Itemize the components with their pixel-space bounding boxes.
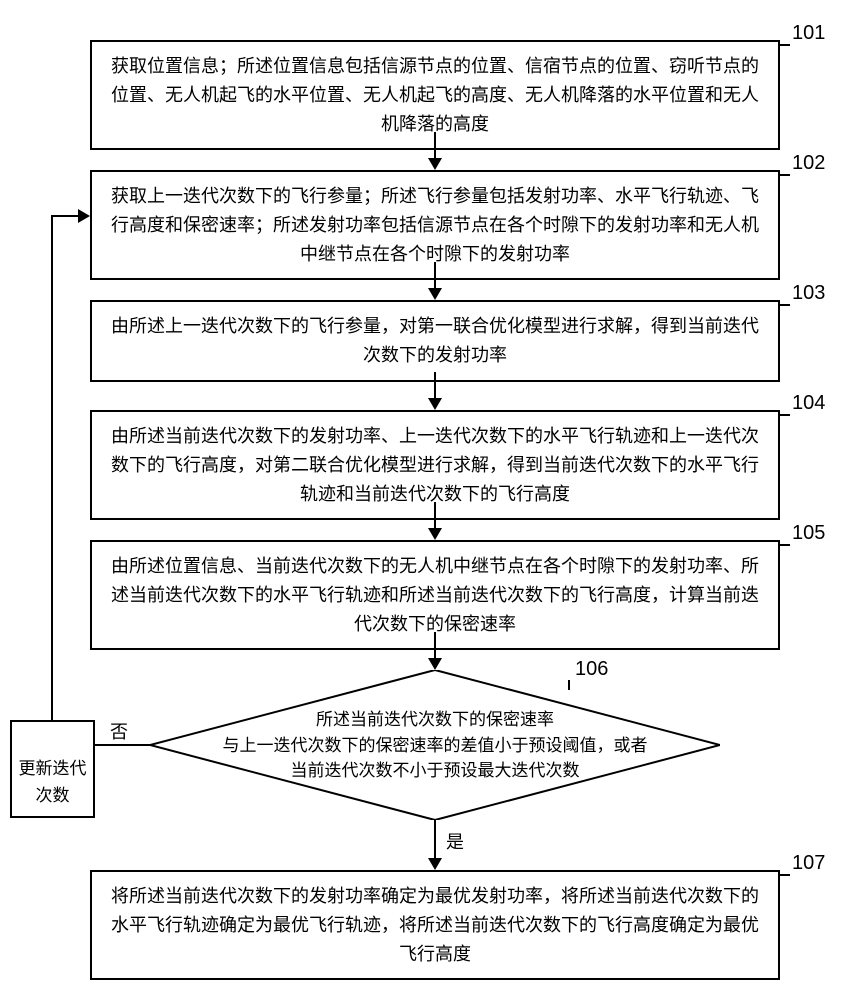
step-102-text: 获取上一迭代次数下的飞行参量；所述飞行参量包括发射功率、水平飞行轨迹、飞行高度和… bbox=[111, 186, 759, 264]
step-102-label: 102 bbox=[792, 152, 825, 175]
step-105-label: 105 bbox=[792, 522, 825, 545]
step-104-label: 104 bbox=[792, 392, 825, 415]
step-103: 由所述上一迭代次数下的飞行参量，对第一联合优化模型进行求解，得到当前迭代次数下的… bbox=[90, 300, 780, 382]
step-104-text: 由所述当前迭代次数下的发射功率、上一迭代次数下的水平飞行轨迹和上一迭代次数下的飞… bbox=[111, 426, 759, 504]
update-iteration: 更新迭代 次数 bbox=[10, 720, 95, 818]
yes-label: 是 bbox=[446, 828, 464, 854]
decision-106-text: 所述当前迭代次数下的保密速率 与上一迭代次数下的保密速率的差值小于预设阈值，或者… bbox=[150, 707, 720, 784]
step-107-text: 将所述当前迭代次数下的发射功率确定为最优发射功率，将所述当前迭代次数下的水平飞行… bbox=[111, 886, 759, 964]
step-101-text: 获取位置信息；所述位置信息包括信源节点的位置、信宿节点的位置、窃听节点的位置、无… bbox=[111, 56, 759, 134]
step-103-text: 由所述上一迭代次数下的飞行参量，对第一联合优化模型进行求解，得到当前迭代次数下的… bbox=[111, 316, 759, 365]
decision-106-label: 106 bbox=[575, 658, 608, 681]
update-text: 更新迭代 次数 bbox=[19, 759, 87, 805]
step-101-label: 101 bbox=[792, 22, 825, 45]
no-label: 否 bbox=[110, 718, 128, 744]
step-103-label: 103 bbox=[792, 282, 825, 305]
decision-106: 所述当前迭代次数下的保密速率 与上一迭代次数下的保密速率的差值小于预设阈值，或者… bbox=[150, 670, 720, 820]
step-105-text: 由所述位置信息、当前迭代次数下的无人机中继节点在各个时隙下的发射功率、所述当前迭… bbox=[111, 556, 759, 634]
step-107-label: 107 bbox=[792, 852, 825, 875]
step-107: 将所述当前迭代次数下的发射功率确定为最优发射功率，将所述当前迭代次数下的水平飞行… bbox=[90, 870, 780, 980]
